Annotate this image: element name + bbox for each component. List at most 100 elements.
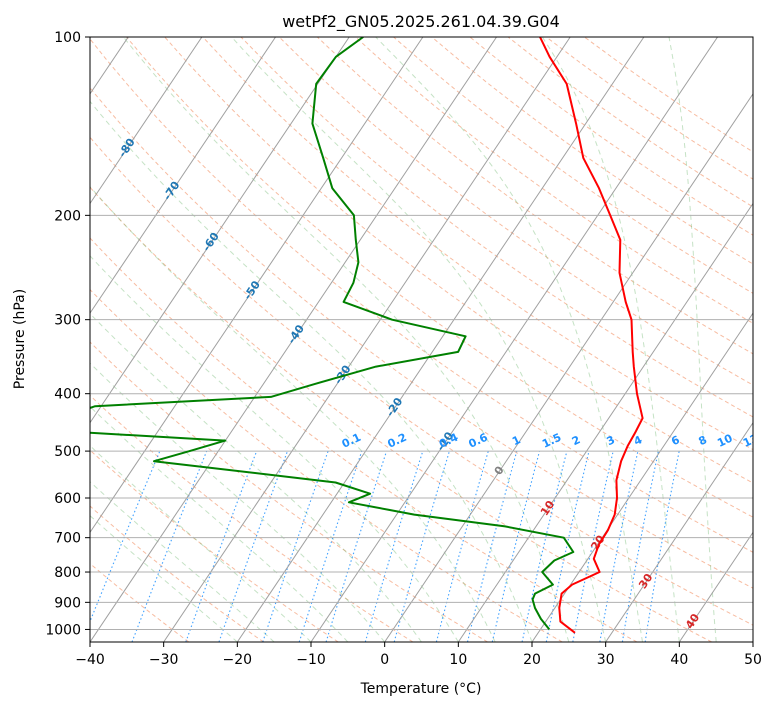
isotherm-line	[605, 421, 753, 642]
mixing-ratio-line	[466, 450, 518, 642]
x-tick-label: 40	[670, 652, 688, 668]
mixing-ratio-line	[298, 450, 363, 642]
y-axis: 100 200 300 400 500 600 700 800 900 1000	[45, 30, 90, 638]
mixing-ratio-line	[218, 450, 289, 642]
mixing-ratio-line	[90, 450, 161, 624]
y-tick-label: 700	[54, 531, 81, 547]
dry-adiabat-line	[584, 37, 753, 153]
mixing-ratio-label: 3	[605, 433, 617, 448]
moist-adiabat-line	[123, 37, 570, 642]
x-tick-label: −30	[149, 652, 179, 668]
mixing-ratio-line	[325, 450, 388, 642]
dry-adiabat-line	[126, 37, 753, 518]
x-tick-label: 10	[449, 652, 467, 668]
dry-adiabat-line	[90, 341, 488, 642]
mixing-ratio-label: 16	[763, 431, 775, 449]
dry-adiabat-line	[90, 505, 264, 642]
y-tick-label: 500	[54, 444, 81, 460]
y-tick-label: 800	[54, 565, 81, 581]
mixing-ratio-label: 0.1	[340, 431, 363, 451]
mixing-ratio-label: 1	[510, 433, 522, 448]
mixing-ratio-label: 0.2	[386, 431, 409, 451]
isotherm-line	[90, 37, 497, 642]
temperature-profile-line	[539, 37, 644, 634]
moist-adiabat-line	[541, 37, 680, 642]
mixing-ratio-label: 2	[570, 433, 582, 448]
isotherm-label: -20	[384, 395, 406, 419]
isotherm-label: 0	[492, 463, 507, 477]
isotherm-label: -70	[161, 179, 183, 203]
mixing-ratio-line	[545, 450, 590, 642]
moist-adiabat-line	[90, 405, 349, 642]
mixing-ratio-line	[185, 450, 258, 642]
isotherm-line	[90, 37, 350, 424]
isotherm-line	[163, 37, 571, 642]
isotherm-label: -100	[21, 51, 47, 81]
x-tick-label: −20	[223, 652, 253, 668]
isotherm-line	[752, 641, 753, 642]
mixing-ratio-label: 0.4	[437, 431, 460, 451]
dry-adiabat-line	[90, 38, 753, 553]
dry-adiabat-line	[90, 288, 563, 642]
mixing-ratio-line	[644, 450, 680, 642]
moist-adiabat-line	[90, 255, 459, 642]
mixing-ratio-line	[521, 450, 568, 642]
moist-adiabat-line	[90, 100, 533, 642]
moist-adiabat-line	[90, 185, 496, 642]
mixing-ratio-line	[599, 450, 639, 642]
mixing-ratio-line	[435, 450, 489, 642]
y-tick-label: 300	[54, 313, 81, 329]
isotherm-line	[310, 37, 718, 642]
mixing-ratio-label: 10	[715, 431, 735, 449]
isotherm-label: -50	[241, 278, 263, 302]
dry-adiabat-line	[90, 237, 638, 642]
plot-frame	[89, 36, 754, 643]
dry-adiabat-line	[90, 394, 414, 642]
mixing-ratio-line	[262, 450, 329, 642]
isotherm-label: -60	[200, 230, 222, 254]
y-tick-label: 400	[54, 387, 81, 403]
dry-adiabat-line	[90, 136, 753, 626]
mixing-ratio-label: 6	[669, 433, 682, 448]
moist-adiabat-line	[375, 37, 643, 642]
moist-adiabat-line	[90, 515, 238, 642]
x-tick-label: 0	[380, 652, 389, 668]
isotherm-label: -40	[285, 322, 307, 346]
mixing-ratio-label: 1.5	[540, 431, 563, 451]
moist-adiabat-line	[90, 362, 386, 642]
moist-adiabat-line	[231, 37, 607, 642]
x-axis: −40 −30 −20 −10 0 10 20 30 40 50	[75, 642, 762, 668]
dry-adiabat-line	[240, 37, 753, 418]
mixing-ratio-line	[131, 450, 208, 642]
mixing-ratio-line	[621, 450, 659, 642]
moist-adiabat-line	[90, 481, 275, 642]
x-tick-label: 50	[744, 652, 762, 668]
dry-adiabat-line	[431, 37, 753, 265]
chart-title: wetPf2_GN05.2025.261.04.39.G04	[282, 12, 560, 32]
y-tick-label: 100	[54, 30, 81, 46]
dry-adiabat-line	[90, 186, 712, 642]
dewpoint-profile-line	[90, 37, 575, 631]
mixing-ratio-label: 8	[697, 433, 709, 448]
dry-adiabat-line	[316, 37, 753, 355]
y-tick-label: 900	[54, 595, 81, 611]
isotherm-label: 30	[636, 571, 656, 591]
isotherm-line	[90, 37, 276, 315]
dry-adiabat-line	[278, 37, 753, 386]
x-tick-label: 20	[523, 652, 541, 668]
x-tick-label: −10	[296, 652, 326, 668]
dry-adiabat-line	[469, 37, 753, 236]
y-axis-label: Pressure (hPa)	[12, 289, 28, 389]
isotherm-line	[90, 37, 203, 205]
mixing-ratio-label: 13	[741, 432, 760, 450]
mixing-ratio-line	[364, 450, 424, 642]
profile-lines	[90, 37, 644, 634]
isotherm-line	[531, 312, 753, 642]
isotherm-line	[678, 531, 753, 642]
mixing-ratio-line	[491, 450, 541, 642]
x-tick-label: 30	[597, 652, 615, 668]
isotherm-label: -80	[116, 136, 138, 160]
dry-adiabat-line	[90, 562, 190, 642]
isotherm-line	[457, 202, 753, 642]
x-tick-label: −40	[75, 652, 105, 668]
